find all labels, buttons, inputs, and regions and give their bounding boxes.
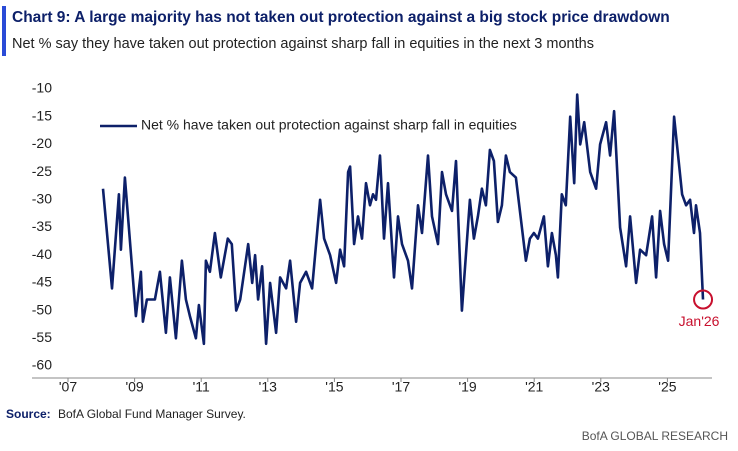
x-tick-label: '13: [259, 379, 277, 395]
y-tick-label: -40: [32, 246, 52, 262]
y-tick-label: -60: [32, 357, 52, 373]
chart-subtitle: Net % say they have taken out protection…: [12, 36, 594, 52]
x-tick-label: '11: [193, 379, 210, 395]
chart-title: Chart 9: A large majority has not taken …: [12, 9, 670, 26]
y-tick-label: -50: [32, 301, 52, 317]
x-tick-label: '17: [392, 379, 410, 395]
legend-label: Net % have taken out protection against …: [141, 117, 517, 133]
x-tick-label: '23: [592, 379, 610, 395]
y-tick-label: -15: [32, 107, 52, 123]
x-tick-label: '07: [59, 379, 77, 395]
y-tick-label: -35: [32, 218, 52, 234]
x-tick-label: '19: [458, 379, 476, 395]
annotation: Jan'26: [679, 313, 720, 329]
y-tick-label: -20: [32, 135, 52, 151]
y-tick-label: -25: [32, 163, 52, 179]
x-tick-label: '09: [125, 379, 143, 395]
x-tick-label: '21: [525, 379, 543, 395]
title-accent: [2, 6, 6, 56]
y-tick-label: -10: [32, 80, 52, 96]
y-tick-label: -55: [32, 329, 52, 345]
x-tick-label: '15: [325, 379, 343, 395]
x-tick-label: '25: [658, 379, 676, 395]
source-label: Source:: [6, 407, 51, 421]
y-tick-label: -30: [32, 191, 52, 207]
source: BofA Global Fund Manager Survey.: [58, 407, 246, 421]
data-line: [101, 93, 705, 346]
footer: BofA GLOBAL RESEARCH: [582, 429, 728, 443]
y-tick-label: -45: [32, 274, 52, 290]
annotation-circle: [693, 289, 714, 310]
